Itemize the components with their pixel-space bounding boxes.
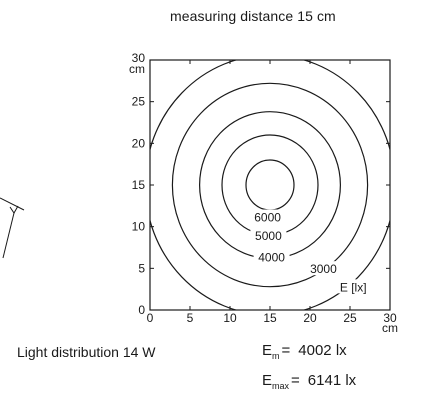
y-tick-label: 20 (132, 136, 146, 150)
contour-labels: 6000 5000 4000 3000 (249, 209, 342, 276)
chart-title: measuring distance 15 cm (170, 8, 336, 24)
mean-subscript: m (272, 351, 280, 361)
mean-illuminance: Em = 4002 lx (262, 342, 347, 361)
unit-label-bg (333, 279, 374, 294)
contour-line-3000 (171, 82, 369, 288)
contour-label-5000: 5000 (255, 229, 282, 243)
contour-line-outer (150, 60, 390, 310)
mean-equals: = (281, 342, 291, 359)
contour-label-bg (253, 249, 290, 264)
x-tick-label: 0 (147, 311, 154, 325)
y-tick-label: 15 (132, 178, 146, 192)
x-tick-label: 15 (263, 311, 277, 325)
y-tick-label: 25 (132, 95, 146, 109)
y-tick-label: 10 (132, 220, 146, 234)
y-axis-ticks: 0 5 10 15 20 25 30 (132, 51, 390, 317)
lamp-sketch (0, 197, 25, 259)
max-illuminance: Emax = 6141 lx (262, 372, 357, 391)
plot-frame (149, 59, 391, 311)
max-subscript: max (272, 381, 290, 391)
y-tick-label: 30 (132, 51, 146, 65)
x-tick-label: 5 (187, 311, 194, 325)
contour-lines (150, 60, 390, 310)
contour-label-4000: 4000 (258, 251, 285, 265)
y-tick-label: 0 (138, 303, 145, 317)
contour-label-bg (250, 227, 287, 242)
mean-symbol: E (262, 342, 273, 359)
y-tick-label: 5 (138, 261, 145, 275)
contour-label-6000: 6000 (254, 211, 281, 225)
x-tick-label: 10 (223, 311, 237, 325)
max-equals: = (291, 372, 300, 389)
contour-label-bg (305, 261, 342, 276)
chart-caption: Light distribution 14 W (17, 344, 156, 360)
x-axis-ticks: 0 5 10 15 20 25 30 (147, 60, 397, 325)
mean-value: 4002 lx (298, 342, 347, 359)
x-axis-unit: cm (382, 321, 398, 335)
illuminance-unit-label: E [lx] (340, 280, 367, 294)
contour-label-bg (249, 209, 286, 224)
max-value: 6141 lx (307, 372, 357, 389)
x-tick-label: 30 (383, 311, 397, 325)
x-tick-label: 25 (343, 311, 357, 325)
y-axis-unit: cm (129, 62, 145, 76)
x-tick-label: 20 (303, 311, 317, 325)
max-symbol: E (262, 372, 273, 389)
contour-line-6000 (245, 159, 295, 211)
contour-label-3000: 3000 (310, 262, 337, 276)
